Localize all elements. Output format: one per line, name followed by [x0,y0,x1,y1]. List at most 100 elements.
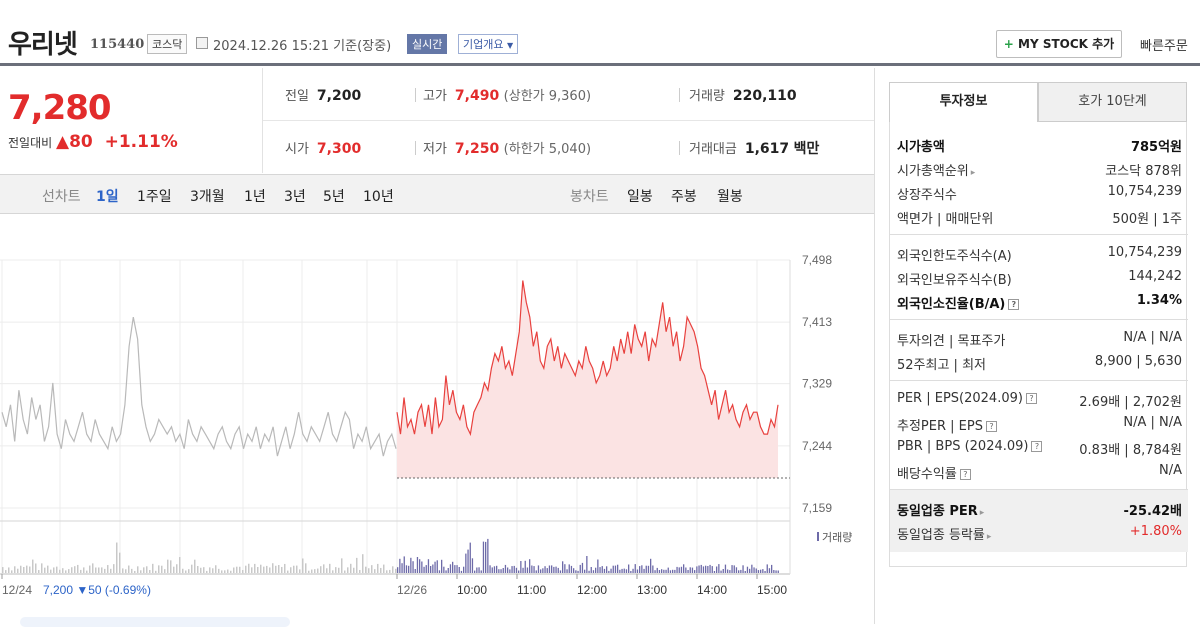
company-info-dropdown[interactable]: 기업개요 ▼ [458,34,519,54]
volume-bar [182,568,184,573]
intraday-price-chart[interactable]: 7,498 7,413 7,329 7,244 7,159 거래량 12/24 12/26 10… [0,214,874,624]
amount-label: 거래대금 [689,142,737,157]
volume-bar [619,569,621,573]
prev-close-label: 전일 [285,89,309,104]
help-icon[interactable]: ? [1025,393,1037,404]
volume-bar [639,566,641,573]
volume-bar [443,566,445,573]
lower-limit: (하한가 5,040) [503,142,592,157]
volume-cell: 거래량 220,110 [689,85,797,104]
volume-bar [41,563,43,573]
volume-bar [709,564,711,573]
chevron-down-icon: ▼ [506,41,514,50]
volume-bar [755,568,757,573]
tab-1w[interactable]: 1주일 [137,189,172,205]
help-icon[interactable]: ? [959,469,971,480]
volume-bar [751,564,753,573]
info-row: 추정PER | EPS? N/A | N/A [890,411,1188,435]
volume-bar [185,570,187,573]
info-row[interactable]: 동일업종 등락률 ▸ +1.80% [890,520,1188,544]
help-icon[interactable]: ? [1008,299,1020,310]
series-area-12-26 [397,280,778,479]
divider [415,88,416,102]
volume-bar [65,570,67,573]
quick-order-button[interactable]: 빠른주문 [1140,35,1188,54]
y-tick-label: 7,159 [802,501,832,515]
tab-orderbook-10[interactable]: 호가 10단계 [1038,82,1187,122]
change-percent: +1.11% [104,132,178,152]
help-icon[interactable]: ? [985,421,997,432]
volume-bar [206,570,208,573]
vs-prev-label: 전일대비 [8,136,53,150]
tab-1d[interactable]: 1일 [96,189,119,205]
volume-bar [56,566,58,573]
info-label: PBR | BPS (2024.09)? [897,439,1043,454]
volume-bar [80,569,82,573]
volume-bar [275,565,277,573]
volume-bar [427,559,430,573]
tab-daily[interactable]: 일봉 [627,189,653,205]
stock-header: 우리넷 115440 코스닥 2024.12.26 15:21 기준(장중) 실… [0,0,1200,66]
volume-bar [122,568,124,573]
volume-bar [146,566,148,573]
prev-day-summary: 7,200 ▼50 (-0.69%) [43,583,151,597]
tab-1y[interactable]: 1년 [244,189,266,205]
volume-bar [460,570,463,573]
tab-weekly[interactable]: 주봉 [671,189,697,205]
divider [679,88,680,102]
company-info-label: 기업개요 [463,38,504,51]
tab-3m[interactable]: 3개월 [190,189,225,205]
info-row[interactable]: 시가총액순위 ▸ 코스닥 878위 [890,156,1188,180]
prev-close-value: 7,200 [316,88,362,104]
tab-investment-info[interactable]: 투자정보 [889,82,1038,122]
info-row: 배당수익률? N/A [890,459,1188,483]
volume-bar [698,565,700,573]
volume-bar [368,568,370,573]
help-icon[interactable]: ? [1031,441,1043,452]
realtime-badge[interactable]: 실시간 [407,34,448,54]
volume-bar [579,564,581,573]
volume-bar [98,567,100,573]
info-group: PER | EPS(2024.09)? 2.69배 | 2,702원 추정PER |… [890,381,1188,490]
volume-bar [35,563,37,573]
volume-bar [529,559,531,573]
volume-bar [430,566,432,573]
stats-row-2: 시가 7,300 저가 7,250 (하한가 5,040) 거래대금 1,617 백만 [263,120,875,172]
volume-bar [478,567,480,573]
timestamp: 2024.12.26 15:21 기준(장중) [213,35,391,54]
volume-bar [603,568,606,573]
add-mystock-button[interactable]: + MY STOCK 추가 [996,30,1122,58]
tab-monthly[interactable]: 월봉 [717,189,743,205]
volume-bar [533,566,535,573]
tab-5y[interactable]: 5년 [323,189,345,205]
info-value: 144,242 [1128,269,1182,284]
amount-unit: 백만 [793,141,820,157]
volume-bar [711,566,713,573]
volume-bar [738,570,740,573]
volume-bar [771,564,773,573]
volume-bar [86,570,88,573]
info-value: -25.42배 [1123,504,1182,519]
volume-bar [546,568,548,573]
volume-bar [362,554,364,573]
volume-bar [749,568,751,573]
volume-bar [299,569,301,573]
volume-bar [212,568,214,573]
volume-bar [586,556,588,573]
volume-bar [463,566,465,573]
volume-bar [535,570,537,573]
info-row[interactable]: 동일업종 PER ▸ -25.42배 [890,496,1188,520]
volume-bar [566,569,568,573]
volume-bar [239,566,241,573]
volume-bar [341,558,343,573]
volume-bar [412,561,414,573]
volume-bar [564,564,566,573]
tab-10y[interactable]: 10년 [363,189,394,205]
volume-bar [410,557,412,573]
volume-bar [173,566,175,573]
timestamp-basis: 기준(장중) [333,39,392,54]
series-line-12-24 [1,316,397,457]
volume-bar [128,565,130,573]
tab-3y[interactable]: 3년 [284,189,306,205]
volume-bar [405,565,408,573]
